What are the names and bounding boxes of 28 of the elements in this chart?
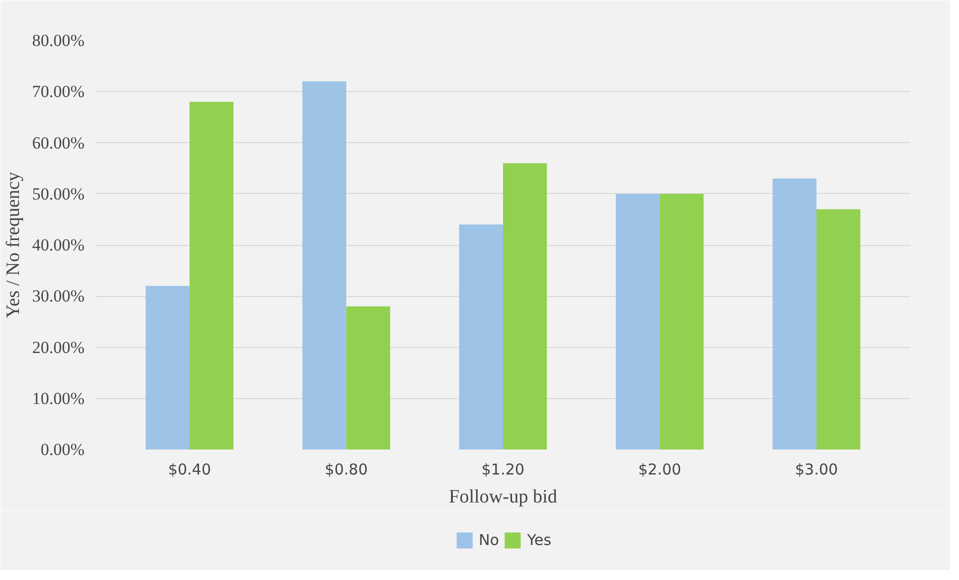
- x-tick-label: $0.80: [324, 460, 368, 478]
- legend-label: Yes: [527, 531, 552, 549]
- bar: [816, 209, 860, 450]
- bar: [146, 286, 190, 450]
- x-tick-label: $0.40: [168, 460, 212, 478]
- y-tick-label: 20.00%: [32, 338, 85, 357]
- y-tick-label: 70.00%: [32, 82, 85, 102]
- bar: [616, 194, 660, 450]
- y-axis-title: Yes / No frequency: [3, 171, 24, 318]
- y-tick-label: 0.00%: [40, 440, 85, 459]
- y-tick-label: 40.00%: [32, 236, 85, 254]
- bar: [503, 163, 547, 450]
- y-tick-label: 30.00%: [32, 286, 85, 306]
- bar: [346, 306, 390, 450]
- y-tick-label: 60.00%: [32, 133, 85, 152]
- y-tick-label: 80.00%: [32, 31, 85, 50]
- x-tick-label: $3.00: [794, 460, 838, 478]
- x-tick-label: $2.00: [638, 460, 682, 478]
- bar: [459, 224, 503, 450]
- y-tick-label: 10.00%: [32, 388, 85, 408]
- x-axis-title: Follow-up bid: [448, 486, 558, 508]
- x-tick-label: $1.20: [482, 460, 524, 478]
- bar: [660, 194, 704, 450]
- bar: [190, 102, 234, 450]
- bar: [302, 81, 346, 450]
- bar: [772, 178, 816, 450]
- y-tick-label: 50.00%: [32, 184, 85, 204]
- legend-label: No: [478, 531, 500, 549]
